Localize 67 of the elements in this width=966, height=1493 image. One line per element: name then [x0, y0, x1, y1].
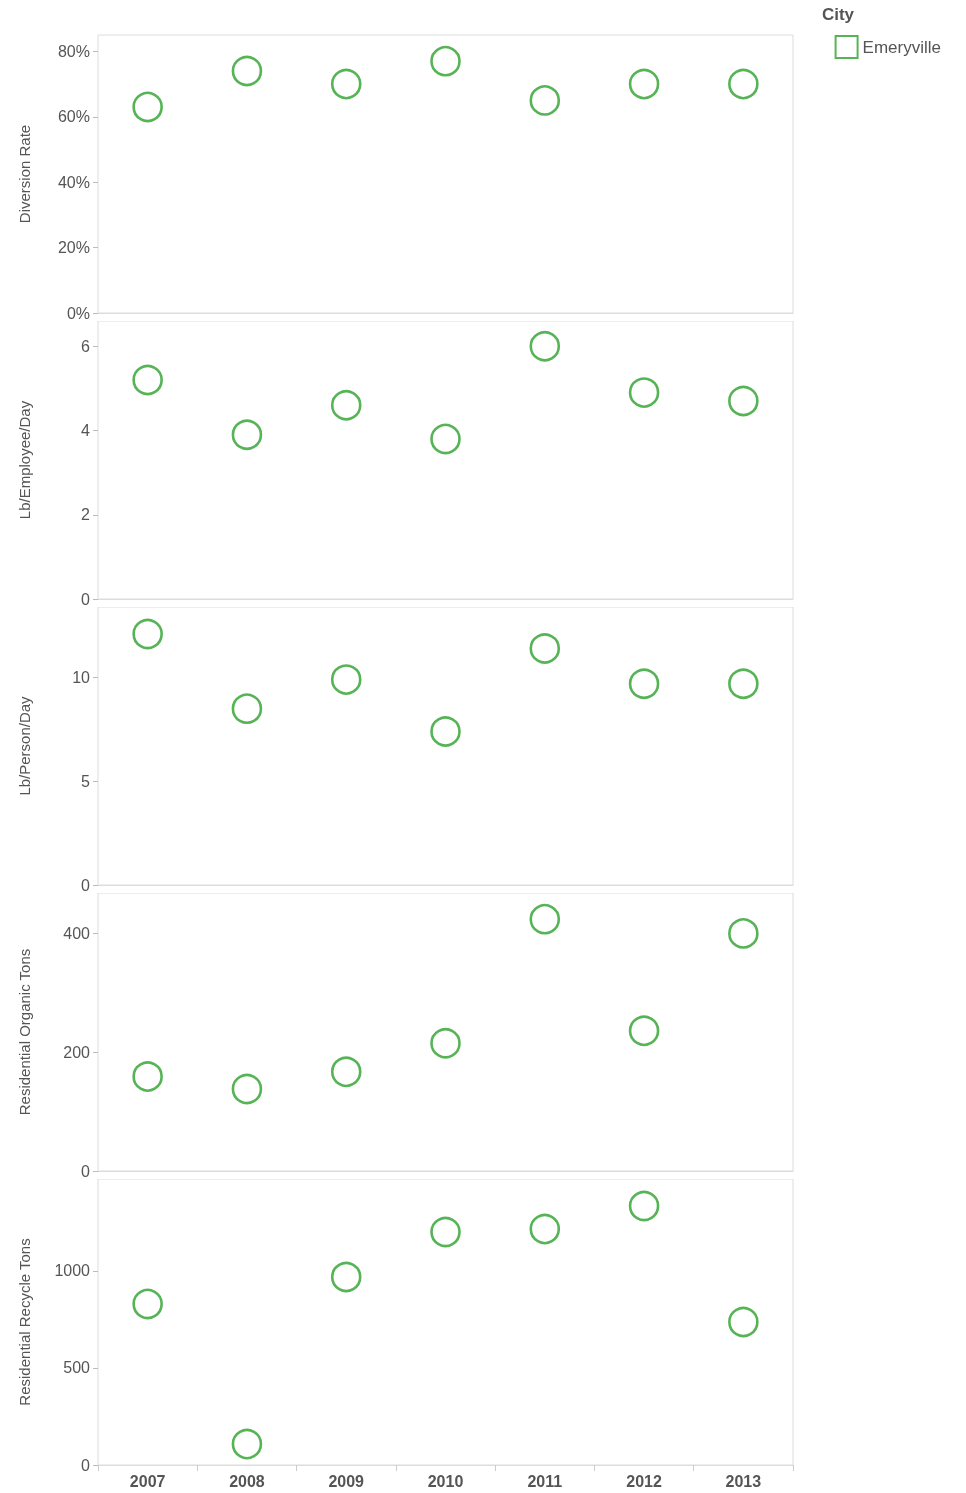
point — [430, 45, 461, 77]
point — [132, 1061, 163, 1092]
point — [728, 68, 759, 100]
x-tick-label: 2010 — [427, 1472, 464, 1490]
point — [529, 903, 561, 935]
x-tick-label: 2012 — [626, 1472, 662, 1490]
point — [628, 1015, 660, 1047]
point — [728, 1306, 759, 1338]
y-tick-label: 10 — [72, 669, 91, 687]
point — [628, 668, 660, 700]
legend-title: City — [821, 5, 855, 24]
x-tick-label: 2009 — [328, 1472, 365, 1490]
y-tick-label: 0 — [81, 1162, 91, 1180]
point — [430, 716, 461, 747]
point — [231, 55, 263, 87]
point — [330, 1056, 362, 1088]
point — [529, 633, 561, 664]
x-tick-label: 2008 — [229, 1472, 265, 1490]
point — [132, 618, 163, 650]
point — [628, 377, 660, 408]
y-tick-label: 0% — [66, 304, 90, 322]
y-tick-label: 0 — [81, 590, 91, 608]
x-tick-label: 2013 — [725, 1472, 762, 1490]
point — [628, 1190, 660, 1222]
y-tick-label: 4 — [81, 422, 91, 440]
point — [330, 664, 362, 695]
y-tick-label: 2 — [81, 506, 91, 524]
point — [132, 364, 163, 396]
point — [132, 91, 163, 123]
point — [231, 693, 263, 724]
y-tick-label: 1000 — [54, 1262, 91, 1280]
point — [430, 1216, 461, 1248]
point — [430, 1027, 461, 1059]
y-axis-title: Lb/Employee/Day — [16, 400, 33, 520]
y-axis-title: Residential Organic Tons — [16, 948, 33, 1116]
y-axis-title: Lb/Person/Day — [16, 695, 33, 796]
y-tick-label: 500 — [63, 1359, 91, 1377]
point — [330, 389, 362, 421]
y-tick-label: 20% — [57, 239, 90, 257]
point — [330, 1261, 362, 1293]
point — [231, 419, 263, 451]
point — [628, 68, 660, 100]
point — [529, 1213, 561, 1245]
y-tick-label: 6 — [81, 337, 91, 355]
point — [231, 1428, 263, 1460]
legend-label: Emeryville — [862, 37, 942, 57]
y-tick-label: 40% — [57, 173, 90, 191]
y-tick-label: 200 — [63, 1043, 91, 1061]
y-axis-title: Residential Recycle Tons — [16, 1238, 33, 1406]
point — [529, 330, 561, 362]
point — [728, 668, 759, 700]
y-tick-label: 60% — [57, 108, 90, 126]
point — [728, 385, 759, 417]
x-tick-label: 2011 — [527, 1472, 563, 1490]
point — [132, 1288, 163, 1320]
y-tick-label: 0 — [81, 876, 91, 894]
point — [231, 1073, 263, 1105]
y-tick-label: 80% — [57, 42, 90, 60]
point — [529, 85, 561, 116]
y-tick-label: 5 — [81, 772, 91, 790]
point — [728, 918, 759, 949]
y-axis-title: Diversion Rate — [16, 124, 33, 224]
point — [330, 68, 362, 100]
x-tick-label: 2007 — [129, 1472, 166, 1490]
point — [430, 423, 461, 455]
y-tick-label: 400 — [63, 924, 91, 942]
y-tick-label: 0 — [81, 1456, 91, 1474]
